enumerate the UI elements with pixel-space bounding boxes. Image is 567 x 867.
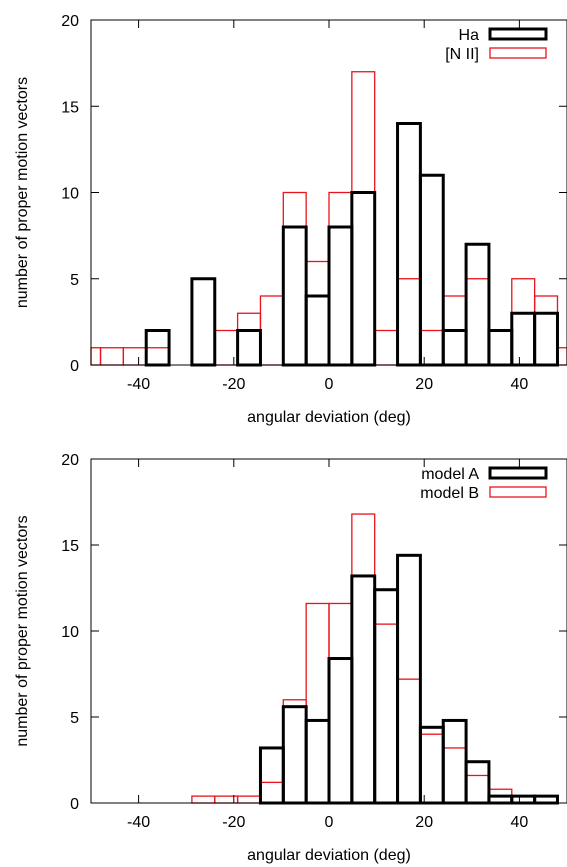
x-tick-label: 0 [325,814,334,831]
y-tick-label: 10 [61,186,79,203]
histogram-bar [236,312,262,366]
legend-label: model B [420,485,479,502]
histogram-bar [374,329,399,366]
x-tick-label: 20 [415,814,433,831]
y-tick-label: 0 [70,358,79,375]
histogram-bar [327,225,354,367]
histogram-bar [190,277,217,367]
legend-label: [N II] [445,46,479,63]
y-axis-label: number of proper motion vectors [14,515,31,746]
histogram-bar [396,278,422,366]
x-tick-label: 40 [511,814,529,831]
histogram-bar [418,173,445,367]
legend: Ha [N II] [445,27,548,63]
legend-swatch [488,466,548,480]
histogram-bar [465,774,490,804]
histogram-bar [327,657,354,805]
y-tick-label: 5 [70,272,79,289]
legend-label: Ha [459,27,480,44]
histogram-bar [304,718,331,805]
histogram-bar [282,191,307,366]
histogram-bar [511,278,536,366]
histogram-bar [464,242,491,367]
histogram-bar [533,295,559,366]
y-tick-label: 0 [70,796,79,813]
histogram-bar [373,588,400,805]
y-tick-label: 15 [61,99,79,116]
histogram-bar [441,718,468,805]
histogram-bar [350,574,377,805]
legend-swatch [489,47,547,59]
histogram-bar [259,295,284,366]
legend: model A model B [420,466,548,502]
histogram-bar [419,733,444,804]
histogram-bar [259,781,284,804]
histogram-bar [418,725,445,805]
histogram-bar [99,347,125,366]
histogram-bar [281,705,308,805]
histogram-bar [465,278,490,366]
histogram-bar [282,699,307,804]
histogram-bar [487,329,514,367]
x-tick-label: -40 [127,814,150,831]
histogram-bar [305,260,330,366]
x-tick-label: -20 [222,814,245,831]
histogram-bar [304,294,331,367]
legend-swatch [489,486,547,498]
x-tick-label: 40 [511,376,529,393]
x-axis-label: angular deviation (deg) [247,409,411,426]
histogram-bar [351,71,376,366]
histogram-bar [396,678,422,804]
histogram-bar [510,794,537,805]
histogram-bar [396,122,422,367]
histogram-bar [442,747,467,804]
histogram-bar [281,225,308,367]
histogram-bar [441,329,468,367]
histogram-bar [464,760,491,805]
y-tick-label: 5 [70,710,79,727]
histogram-bar [305,602,330,804]
y-tick-label: 20 [61,13,79,30]
histogram-bar [328,602,353,804]
histogram-bar [374,623,399,804]
histogram-bar [90,347,102,366]
histogram-bar [258,746,285,805]
y-tick-label: 10 [61,624,79,641]
x-tick-label: 0 [325,376,334,393]
histogram-bar [236,329,262,367]
histogram-bar [328,191,353,366]
histogram-bar [510,311,537,367]
y-tick-label: 20 [61,452,79,469]
histogram-bar [350,191,377,367]
x-tick-label: -20 [222,376,245,393]
histogram-bar [487,794,514,805]
histogram-bar [122,347,147,366]
x-tick-label: 20 [415,376,433,393]
x-axis-label: angular deviation (deg) [247,847,411,864]
histogram-bar [351,513,376,804]
y-axis-label: number of proper motion vectors [14,77,31,308]
histogram-bar [191,795,216,804]
histogram-bar [533,311,559,367]
histogram-bar [236,795,262,804]
legend-label: model A [421,466,479,483]
y-tick-label: 15 [61,538,79,555]
histogram-bar [533,794,559,805]
histogram-bar [488,329,513,366]
x-tick-label: -40 [127,376,150,393]
histogram-bar [145,347,170,366]
legend-swatch [488,27,548,41]
